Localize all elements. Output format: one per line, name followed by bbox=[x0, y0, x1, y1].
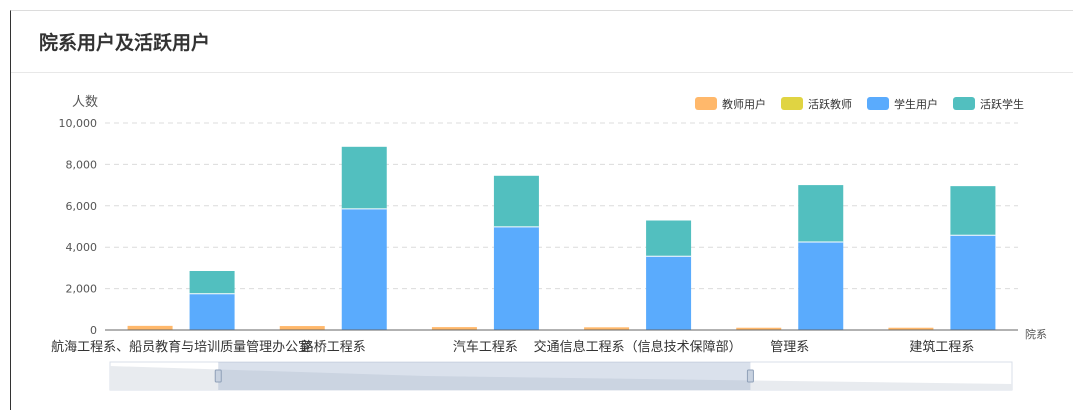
legend-label[interactable]: 活跃学生 bbox=[980, 97, 1024, 111]
legend-label[interactable]: 教师用户 bbox=[722, 97, 766, 111]
legend-swatch[interactable] bbox=[695, 97, 717, 110]
bar-segment[interactable] bbox=[431, 327, 477, 330]
bar-segment[interactable] bbox=[798, 185, 844, 243]
bar-segment[interactable] bbox=[646, 220, 692, 257]
legend-label[interactable]: 学生用户 bbox=[894, 97, 938, 111]
legend-swatch[interactable] bbox=[867, 97, 889, 110]
zoom-preview bbox=[110, 366, 1012, 390]
y-tick-label: 0 bbox=[90, 324, 97, 337]
bar-segment[interactable] bbox=[493, 175, 539, 227]
x-axis-label: 院系 bbox=[1025, 327, 1047, 341]
y-tick-label: 6,000 bbox=[66, 200, 98, 213]
x-tick-label: 交通信息工程系（信息技术保障部） bbox=[534, 339, 742, 355]
legend-swatch[interactable] bbox=[781, 97, 803, 110]
bar-segment[interactable] bbox=[950, 235, 996, 330]
zoom-selection[interactable] bbox=[218, 362, 751, 390]
chart-panel: 院系用户及活跃用户 bbox=[10, 10, 1073, 410]
panel-header: 院系用户及活跃用户 bbox=[11, 11, 1073, 73]
bar-segment[interactable] bbox=[493, 226, 539, 330]
zoom-handle-start[interactable] bbox=[214, 369, 222, 383]
x-tick-label: 建筑工程系 bbox=[909, 339, 974, 355]
y-tick-label: 2,000 bbox=[66, 283, 98, 296]
panel-title: 院系用户及活跃用户 bbox=[39, 32, 211, 54]
legend-label[interactable]: 活跃教师 bbox=[808, 97, 852, 111]
y-tick-label: 8,000 bbox=[66, 158, 98, 171]
x-tick-label: 路桥工程系 bbox=[301, 339, 366, 355]
bar-segment[interactable] bbox=[189, 271, 235, 294]
y-tick-label: 4,000 bbox=[66, 241, 98, 254]
x-tick-label: 航海工程系、船员教育与培训质量管理办公室 bbox=[51, 339, 311, 355]
bar-segment[interactable] bbox=[736, 327, 782, 330]
bar-segment[interactable] bbox=[798, 242, 844, 330]
bar-segment[interactable] bbox=[341, 146, 387, 209]
y-tick-label: 10,000 bbox=[59, 117, 98, 130]
x-tick-label: 管理系 bbox=[770, 340, 809, 355]
bar-segment[interactable] bbox=[127, 325, 173, 330]
bar-segment[interactable] bbox=[584, 327, 630, 330]
legend-swatch[interactable] bbox=[953, 97, 975, 110]
zoom-handle-end[interactable] bbox=[746, 369, 754, 383]
bar-segment[interactable] bbox=[341, 208, 387, 330]
bar-segment[interactable] bbox=[189, 293, 235, 330]
bar-segment[interactable] bbox=[888, 327, 934, 330]
bar-segment[interactable] bbox=[950, 186, 996, 236]
bar-segment[interactable] bbox=[646, 256, 692, 330]
x-tick-label: 汽车工程系 bbox=[453, 339, 518, 355]
bar-segment[interactable] bbox=[279, 326, 325, 330]
y-axis-label: 人数 bbox=[72, 95, 98, 110]
